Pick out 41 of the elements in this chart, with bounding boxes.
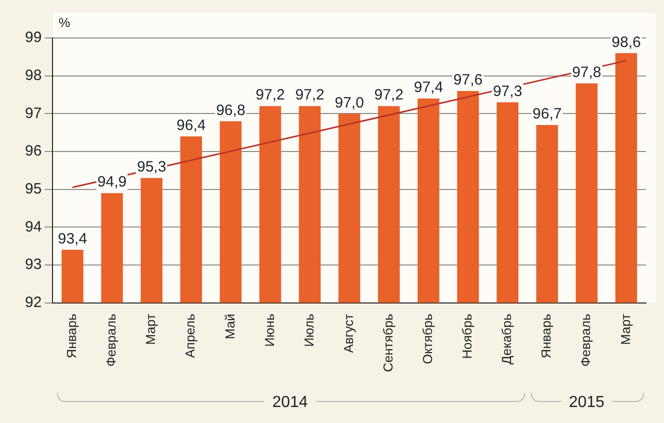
y-tick-label: 96 bbox=[24, 142, 42, 160]
data-label: 97,3 bbox=[492, 82, 522, 100]
x-tick-label: Август bbox=[340, 314, 356, 353]
text: 2015 bbox=[560, 394, 612, 412]
data-label: 93,4 bbox=[58, 230, 88, 248]
text: 2014 bbox=[264, 394, 316, 412]
x-tick-label: Май bbox=[222, 314, 238, 340]
x-tick-label: Ноябрь bbox=[460, 314, 475, 359]
data-label: 97,2 bbox=[374, 86, 404, 104]
y-tick-label: 95 bbox=[24, 180, 42, 198]
x-tick-label: Март bbox=[618, 314, 633, 345]
x-tick-label: Октябрь bbox=[420, 314, 436, 364]
y-tick-label: 93 bbox=[24, 256, 42, 274]
data-label: 94,9 bbox=[97, 174, 127, 191]
data-label: 97,0 bbox=[334, 94, 364, 112]
x-tick-label: Июль bbox=[301, 314, 316, 347]
data-label: 96,7 bbox=[532, 106, 562, 123]
x-tick-label: Апрель bbox=[182, 314, 198, 358]
data-label: 97,8 bbox=[572, 64, 602, 82]
x-tick-label: Июнь bbox=[262, 314, 277, 347]
x-tick-label: Февраль bbox=[104, 314, 119, 367]
data-label: 97,4 bbox=[414, 79, 444, 96]
data-label: 97,2 bbox=[256, 86, 285, 104]
x-tick-label: Сентябрь bbox=[380, 314, 396, 372]
y-tick-label: 97 bbox=[24, 104, 42, 122]
x-tick-label: Декабрь bbox=[499, 314, 514, 364]
data-label: 97,2 bbox=[295, 86, 324, 104]
y-tick-label: 98 bbox=[24, 66, 42, 84]
x-tick-label: Февраль bbox=[578, 314, 594, 367]
x-tick-label: Март bbox=[143, 314, 158, 345]
x-tick-label: Январь bbox=[64, 314, 80, 358]
data-label: 96,8 bbox=[216, 102, 246, 119]
data-label: 95,3 bbox=[136, 158, 166, 176]
data-label: 96,4 bbox=[176, 116, 206, 134]
data-label: 97,6 bbox=[453, 72, 483, 89]
y-tick-label: 92 bbox=[24, 294, 42, 311]
x-tick-label: Январь bbox=[538, 314, 554, 358]
data-label: 98,6 bbox=[612, 34, 641, 51]
y-tick-label: 99 bbox=[24, 29, 42, 46]
y-tick-label: 94 bbox=[24, 218, 42, 236]
y-axis-title: % bbox=[58, 15, 71, 30]
